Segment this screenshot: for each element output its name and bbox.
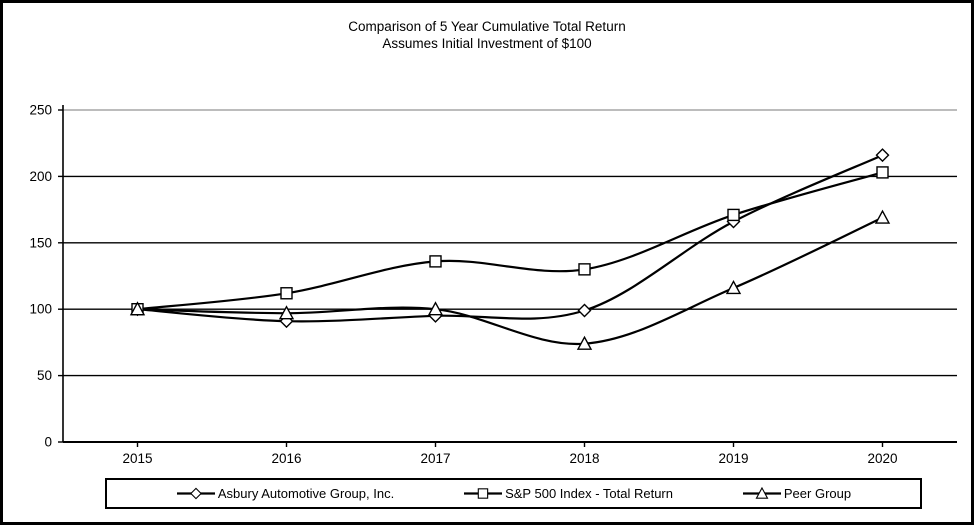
triangle-marker (874, 209, 891, 224)
legend-item-asbury-automotive: Asbury Automotive Group, Inc. (176, 486, 394, 501)
square-marker (727, 208, 740, 222)
legend-label-peer: Peer Group (783, 486, 852, 501)
triangle-marker (576, 335, 593, 350)
chart-title: Comparison of 5 Year Cumulative Total Re… (3, 18, 971, 52)
chart-title-line1: Comparison of 5 Year Cumulative Total Re… (348, 19, 626, 34)
square-marker (280, 287, 293, 300)
y-tick-label-200: 200 (29, 169, 52, 184)
square-marker (578, 263, 591, 276)
triangle-marker (427, 301, 444, 316)
x-tick-label-2019: 2019 (718, 451, 748, 466)
series-line-1 (137, 171, 883, 311)
square-marker-icon (464, 488, 503, 499)
chart-legend: Asbury Automotive Group, Inc. S&P 500 In… (105, 478, 922, 509)
legend-item-sp500: S&P 500 Index - Total Return (463, 486, 673, 501)
chart-title-line2: Assumes Initial Investment of $100 (382, 36, 592, 51)
diamond-marker (875, 148, 890, 163)
legend-label-asbury: Asbury Automotive Group, Inc. (217, 486, 395, 501)
y-tick-label-50: 50 (37, 368, 52, 383)
triangle-marker (129, 301, 146, 316)
square-marker (876, 166, 889, 179)
x-tick-label-2018: 2018 (569, 451, 599, 466)
square-marker (429, 255, 442, 268)
diamond-marker (577, 303, 592, 318)
y-tick-label-0: 0 (44, 435, 52, 450)
triangle-marker (278, 305, 295, 320)
series-line-2 (137, 216, 883, 346)
diamond-marker-icon (176, 487, 215, 500)
chart-canvas: 0 50 100 150 200 250 2015 2016 2017 2018 2019 2020 (29, 103, 957, 466)
y-tick-label-150: 150 (29, 235, 52, 250)
legend-label-sp500: S&P 500 Index - Total Return (505, 486, 673, 501)
x-tick-label-2016: 2016 (271, 451, 301, 466)
x-tick-label-2017: 2017 (420, 451, 450, 466)
x-tick-label-2020: 2020 (867, 451, 897, 466)
triangle-marker-icon (742, 487, 781, 499)
triangle-marker (725, 279, 742, 295)
legend-item-peer-group: Peer Group (742, 486, 851, 501)
x-tick-label-2015: 2015 (122, 451, 152, 466)
y-tick-label-250: 250 (29, 103, 52, 118)
series-line-0 (137, 154, 883, 323)
y-tick-label-100: 100 (29, 302, 52, 317)
